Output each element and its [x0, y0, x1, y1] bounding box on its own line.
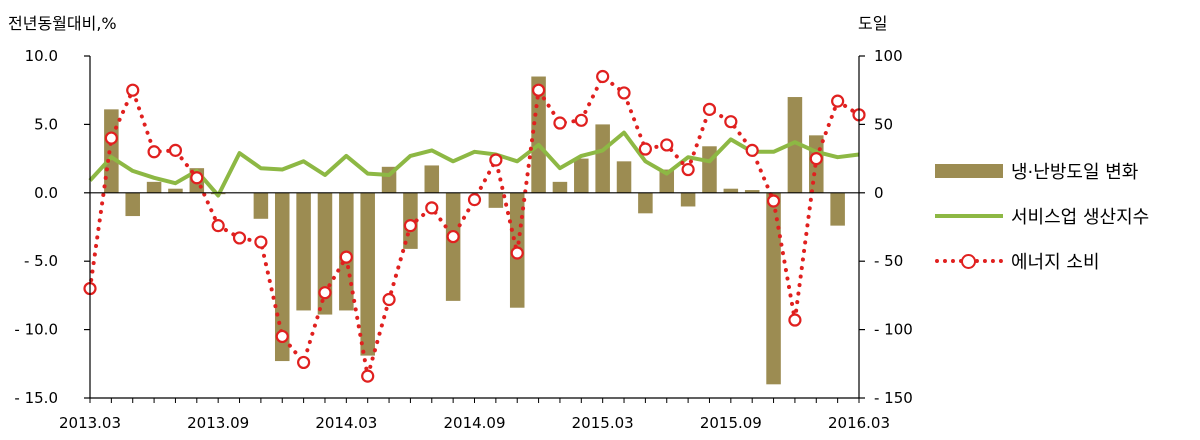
energy-point-2014.01 [297, 355, 311, 370]
x-tick-label: 2014.03 [315, 414, 377, 432]
axes [84, 55, 865, 403]
bar-2014.04 [360, 192, 375, 356]
legend-swatch-service [935, 205, 1003, 227]
bar-2015.09 [723, 188, 739, 193]
bar-2015.06 [659, 169, 675, 193]
energy-point-2014.12 [531, 83, 546, 97]
legend-item-service: 서비스업 생산지수 [935, 205, 1195, 228]
energy-point-2015.02 [574, 113, 588, 127]
tick-labels: 10.0 5.0 0.0 - 5.0 - 10.0 - 15.0 100 50 0 - 50 - 1… [14, 47, 912, 432]
bar-2013.06 [146, 181, 162, 193]
energy-point-2015.08 [702, 102, 717, 116]
x-tick-label: 2014.09 [443, 414, 505, 432]
energy-point-2014.02 [318, 286, 332, 300]
energy-point-2013.11 [254, 235, 268, 249]
energy-point-2013.05 [126, 83, 140, 97]
bar-2015.04 [616, 161, 632, 193]
bar-2015.03 [595, 124, 610, 193]
right-tick-label: 100 [874, 47, 903, 65]
legend-swatch-bars [935, 160, 1003, 182]
energy-point-2014.10 [489, 153, 503, 167]
right-tick-label: - 100 [874, 321, 913, 339]
energy-point-2015.01 [553, 116, 567, 130]
x-tick-label: 2015.03 [572, 414, 634, 432]
left-tick-label: - 10.0 [14, 321, 58, 339]
energy-point-2015.04 [617, 86, 631, 100]
x-tick-label: 2016.03 [828, 414, 890, 432]
left-tick-label: - 15.0 [14, 389, 58, 407]
legend: 냉·난방도일 변화 서비스업 생산지수 에너지 소비 [935, 160, 1195, 295]
right-tick-label: - 150 [874, 389, 913, 407]
bar-2014.01 [296, 192, 311, 311]
x-tick-label: 2013.03 [59, 414, 121, 432]
service-line [88, 130, 860, 198]
energy-line [88, 73, 861, 377]
energy-point-2015.05 [638, 142, 652, 156]
energy-point-2013.12 [275, 329, 289, 344]
left-tick-label: 10.0 [25, 47, 58, 65]
bar-2015.05 [638, 192, 653, 214]
bar-2015.07 [680, 192, 696, 207]
energy-point-2013.09 [211, 219, 225, 233]
left-tick-label: 0.0 [34, 184, 58, 202]
energy-point-2015.03 [596, 69, 610, 84]
legend-item-energy: 에너지 소비 [935, 250, 1195, 273]
bar-2014.10 [488, 192, 504, 208]
bar-2013.05 [125, 192, 140, 217]
legend-label-bars: 냉·난방도일 변화 [1011, 162, 1139, 183]
right-tick-label: 0 [874, 184, 884, 202]
energy-point-2013.06 [147, 145, 161, 159]
bar-2014.07 [424, 165, 440, 193]
left-tick-label: 5.0 [34, 115, 58, 133]
bar-2016.02 [830, 192, 845, 226]
energy-point-2015.09 [724, 115, 738, 129]
energy-point-2015.06 [660, 138, 674, 152]
left-axis-label: 전년동월대비,% [8, 14, 117, 33]
energy-point-2015.10 [745, 143, 759, 157]
energy-point-2016.01 [809, 152, 823, 166]
energy-point-2014.07 [425, 201, 439, 215]
bar-2013.07 [168, 188, 183, 193]
energy-point-2015.12 [788, 313, 802, 327]
energy-point-2015.11 [766, 194, 781, 208]
right-tick-label: 50 [874, 115, 893, 133]
energy-point-2013.08 [190, 171, 204, 185]
bar-2014.08 [445, 192, 461, 301]
bar-2015.01 [552, 181, 568, 193]
energy-point-2014.05 [382, 292, 396, 307]
energy-point-2015.07 [681, 162, 695, 177]
left-tick-label: - 5.0 [24, 252, 58, 270]
right-tick-label: - 50 [874, 252, 903, 270]
bar-2015.11 [766, 192, 781, 385]
legend-label-energy: 에너지 소비 [1011, 252, 1100, 273]
x-tick-label: 2013.09 [187, 414, 249, 432]
energy-point-2013.04 [104, 131, 118, 145]
energy-line-series [83, 69, 866, 383]
bar-2013.11 [253, 192, 269, 219]
bar-2015.02 [574, 158, 589, 193]
energy-point-2016.02 [831, 94, 845, 108]
legend-label-service: 서비스업 생산지수 [1011, 207, 1150, 228]
bar-2015.10 [744, 190, 760, 193]
energy-point-2014.03 [339, 250, 353, 264]
energy-point-2014.11 [510, 246, 524, 260]
right-axis-label: 도일 [858, 14, 887, 33]
energy-point-2014.08 [446, 229, 460, 244]
service-line-series [88, 130, 860, 198]
legend-swatch-energy [935, 250, 1003, 272]
energy-point-2013.07 [168, 143, 183, 157]
bar-2013.12 [274, 192, 290, 362]
bar-2013.04 [104, 109, 119, 193]
x-tick-label: 2015.09 [700, 414, 762, 432]
energy-point-2013.10 [232, 231, 247, 245]
legend-item-bars: 냉·난방도일 변화 [935, 160, 1195, 183]
bar-2015.12 [787, 97, 803, 193]
energy-point-2014.09 [467, 193, 482, 207]
energy-point-2014.06 [403, 219, 418, 233]
energy-point-2014.04 [361, 369, 375, 383]
